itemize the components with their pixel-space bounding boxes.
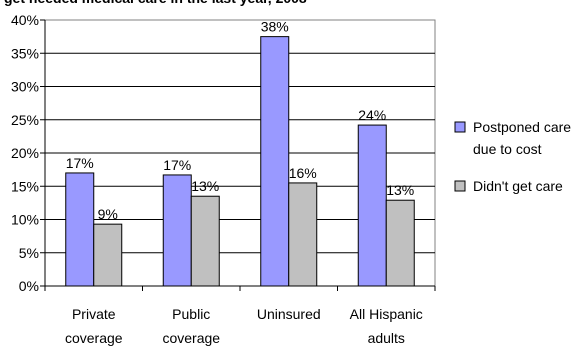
y-tick-label: 5% [19,245,39,261]
y-tick-label: 25% [11,112,39,128]
x-tick-label: Private [72,306,116,322]
chart-title: get needed medical care in the last year… [4,0,307,6]
legend-label: Didn't get care [473,178,563,194]
bar [288,182,318,287]
x-tick-label: coverage [162,330,220,346]
bar [260,36,290,287]
bar [385,199,415,287]
data-label: 13% [191,178,219,194]
data-label: 24% [358,107,386,123]
data-label: 17% [163,157,191,173]
bar [65,172,95,287]
data-label: 9% [98,206,118,222]
legend-swatch [454,180,466,192]
y-tick-label: 0% [19,278,39,294]
legend-label: Postponed care [473,119,571,135]
bar [190,195,220,287]
y-tick-label: 40% [11,12,39,28]
y-tick-label: 20% [11,145,39,161]
y-tick-label: 15% [11,178,39,194]
bar [162,174,192,287]
data-label: 38% [261,19,289,35]
bar [93,223,123,287]
legend-label: due to cost [473,141,542,157]
data-label: 16% [289,165,317,181]
bar [357,124,387,287]
x-tick-label: Public [172,306,210,322]
y-tick-label: 35% [11,45,39,61]
data-label: 17% [66,155,94,171]
data-label: 13% [386,182,414,198]
y-tick-label: 10% [11,212,39,228]
x-tick-label: coverage [65,330,123,346]
y-tick-label: 30% [11,79,39,95]
x-tick-label: All Hispanic [350,306,423,322]
x-tick-label: Uninsured [257,306,321,322]
x-tick-label: adults [368,330,405,346]
legend-swatch [454,121,466,133]
